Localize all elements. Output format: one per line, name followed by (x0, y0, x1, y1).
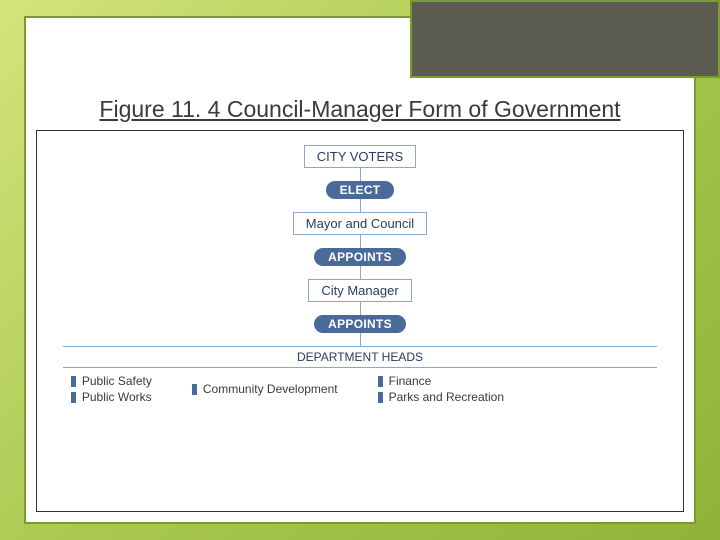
bullet-icon (192, 384, 197, 395)
node-mayor-council: Mayor and Council (293, 212, 427, 235)
dept-col-2: Community Development (192, 382, 338, 396)
dept-label: Public Safety (82, 374, 152, 388)
dept-label: Parks and Recreation (389, 390, 504, 404)
connector (360, 302, 361, 315)
diagram-frame: CITY VOTERS ELECT Mayor and Council APPO… (36, 130, 684, 512)
bullet-icon (378, 376, 383, 387)
dept-col-1: Public Safety Public Works (71, 374, 152, 404)
bullet-icon (71, 376, 76, 387)
accent-box (410, 0, 720, 78)
node-appoints-1: APPOINTS (314, 248, 406, 266)
bullet-icon (71, 392, 76, 403)
content-frame: Figure 11. 4 Council-Manager Form of Gov… (24, 16, 696, 524)
dept-label: Public Works (82, 390, 152, 404)
connector (360, 168, 361, 181)
dept-item: Finance (378, 374, 504, 388)
node-city-voters: CITY VOTERS (304, 145, 416, 168)
node-city-manager: City Manager (308, 279, 411, 302)
node-appoints-2: APPOINTS (314, 315, 406, 333)
flowchart: CITY VOTERS ELECT Mayor and Council APPO… (37, 131, 683, 404)
connector (360, 266, 361, 279)
dept-label: Community Development (203, 382, 338, 396)
dept-item: Public Works (71, 390, 152, 404)
node-department-heads: DEPARTMENT HEADS (63, 346, 657, 368)
dept-wrapper: DEPARTMENT HEADS Public Safety Public Wo… (63, 346, 657, 404)
bullet-icon (378, 392, 383, 403)
dept-label: Finance (389, 374, 432, 388)
node-elect: ELECT (326, 181, 395, 199)
connector (360, 235, 361, 248)
dept-item: Parks and Recreation (378, 390, 504, 404)
dept-col-3: Finance Parks and Recreation (378, 374, 504, 404)
dept-item: Community Development (192, 382, 338, 396)
dept-item: Public Safety (71, 374, 152, 388)
connector (360, 333, 361, 346)
figure-title: Figure 11. 4 Council-Manager Form of Gov… (36, 96, 684, 123)
connector (360, 199, 361, 212)
dept-list: Public Safety Public Works Community Dev… (63, 368, 657, 404)
